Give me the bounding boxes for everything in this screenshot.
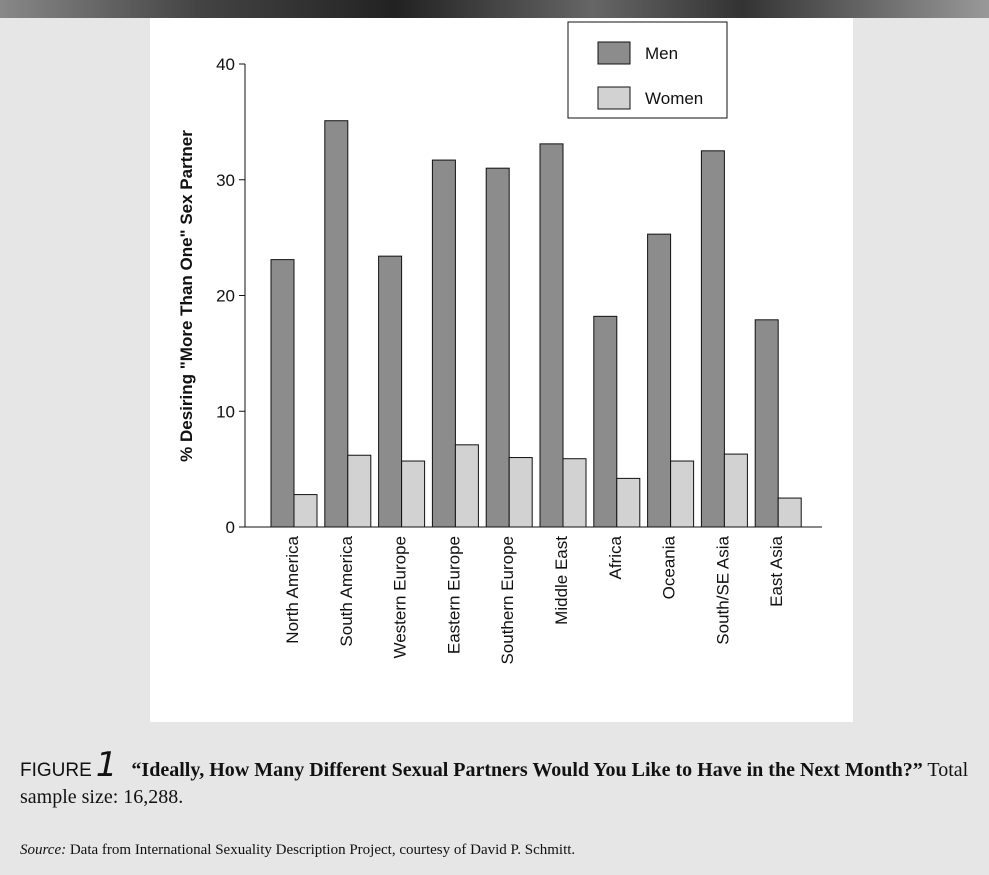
y-axis-label: % Desiring "More Than One" Sex Partner xyxy=(177,130,196,462)
y-tick-label: 0 xyxy=(226,518,235,537)
bar xyxy=(293,494,318,528)
caption: FIGURE 1 “Ideally, How Many Different Sexu… xyxy=(20,748,970,810)
y-tick-label: 20 xyxy=(216,287,235,306)
x-tick-label: Southern Europe xyxy=(498,536,517,665)
bar xyxy=(485,167,510,528)
y-tick-label: 40 xyxy=(216,55,235,74)
x-tick-label: Africa xyxy=(606,535,625,579)
bar xyxy=(593,315,618,528)
legend-swatch xyxy=(597,41,631,65)
bar xyxy=(454,444,479,528)
caption-title: “Ideally, How Many Different Sexual Part… xyxy=(131,759,923,781)
caption-text: Total sample size: 16,288. xyxy=(20,759,969,808)
x-tick-label: South/SE Asia xyxy=(713,535,732,644)
chart: % Desiring "More Than One" Sex Partner 0… xyxy=(150,18,853,722)
bar xyxy=(777,497,802,528)
x-tick-label: Western Europe xyxy=(391,536,410,659)
source: Source: Data from International Sexualit… xyxy=(20,842,575,859)
bar xyxy=(647,233,672,528)
bar xyxy=(754,319,779,528)
y-tick-label: 30 xyxy=(216,171,235,190)
bar xyxy=(324,120,349,528)
figure-label: FIGURE xyxy=(20,760,92,781)
bar xyxy=(347,454,372,528)
x-tick-label: Oceania xyxy=(660,535,679,599)
bar xyxy=(700,150,725,528)
x-tick-label: Middle East xyxy=(552,536,571,625)
bar xyxy=(670,460,695,528)
figure-number: 1 xyxy=(95,745,118,785)
bar xyxy=(539,143,564,528)
header-image xyxy=(0,0,989,18)
y-tick-label: 10 xyxy=(216,402,235,421)
source-text: Data from International Sexuality Descri… xyxy=(69,842,576,858)
bar xyxy=(431,159,456,528)
x-tick-label: Eastern Europe xyxy=(444,536,463,654)
bar xyxy=(401,460,426,528)
bar xyxy=(562,458,587,528)
bar xyxy=(508,457,533,528)
legend-label: Women xyxy=(645,89,703,108)
legend-swatch xyxy=(597,86,631,110)
x-tick-label: South America xyxy=(337,535,356,646)
x-tick-label: North America xyxy=(283,535,302,643)
legend xyxy=(567,21,728,119)
bar xyxy=(616,477,641,528)
bar xyxy=(270,259,295,528)
bar xyxy=(378,255,403,528)
legend-label: Men xyxy=(645,44,678,63)
source-label: Source: xyxy=(20,842,67,858)
x-tick-label: East Asia xyxy=(767,535,786,606)
bar xyxy=(723,453,748,528)
